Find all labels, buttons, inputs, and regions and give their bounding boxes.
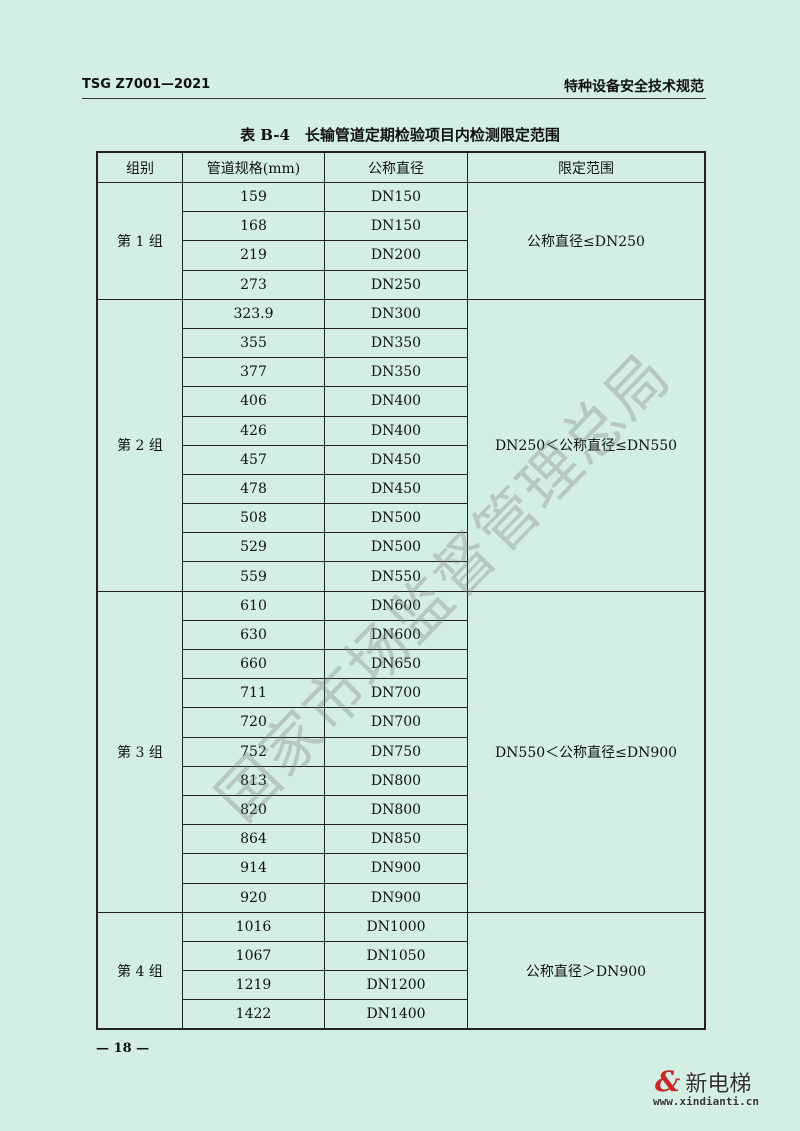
nominal-diameter: DN250 <box>324 269 468 300</box>
logo-url: www.xindianti.cn <box>653 1095 759 1108</box>
nominal-diameter: DN400 <box>324 386 468 417</box>
pipe-spec: 273 <box>182 269 325 300</box>
nominal-diameter: DN450 <box>324 473 468 505</box>
table-row: 478 DN450 <box>97 473 705 505</box>
limit-range: 公称直径＞DN900 <box>467 911 706 1030</box>
nominal-diameter: DN200 <box>324 240 468 271</box>
limit-range: 公称直径≤DN250 <box>467 182 706 300</box>
group-name: 第 2 组 <box>96 298 183 592</box>
table-row: 第 1 组 159 DN150 公称直径≤DN250 <box>96 181 706 300</box>
pipe-spec: 168 <box>182 211 325 242</box>
pipe-spec: 508 <box>182 503 325 534</box>
table-row: 406 DN400 <box>97 386 705 417</box>
pipe-spec: 1219 <box>182 970 325 1001</box>
pipe-spec: 864 <box>182 824 325 855</box>
column-header: 公称直径 <box>324 151 468 183</box>
table-row: 第 4 组 1016 DN1000 公称直径＞DN900 <box>96 911 706 1030</box>
nominal-diameter: DN1050 <box>324 940 468 972</box>
pipe-spec: 219 <box>182 240 325 271</box>
logo-mark: & <box>655 1065 681 1098</box>
group-name: 第 3 组 <box>96 590 183 913</box>
table-row: 第 2 组 323.9 DN300 DN250＜公称直径≤DN550 <box>96 298 706 592</box>
pipe-spec: 559 <box>182 561 325 592</box>
table-row: 529 DN500 <box>97 532 705 563</box>
pipe-spec: 720 <box>182 707 325 738</box>
nominal-diameter: DN300 <box>324 298 468 329</box>
pipe-spec: 478 <box>182 473 325 505</box>
pipe-spec: 610 <box>182 590 325 621</box>
nominal-diameter: DN800 <box>324 765 468 796</box>
table-row: 720 DN700 <box>97 707 705 738</box>
table-row: 457 DN450 <box>97 444 705 475</box>
table-row: 273 DN250 <box>97 269 705 300</box>
table-row: 914 DN900 <box>97 853 705 884</box>
nominal-diameter: DN150 <box>324 181 468 213</box>
group-name: 第 1 组 <box>96 182 183 300</box>
pipe-spec: 1067 <box>182 940 325 972</box>
table-title: 表 B-4 长输管道定期检验项目内检测限定范围 <box>240 126 560 144</box>
pipe-spec: 355 <box>182 327 325 359</box>
pipe-spec: 159 <box>182 181 325 213</box>
nominal-diameter: DN500 <box>324 503 468 534</box>
nominal-diameter: DN350 <box>324 327 468 359</box>
nominal-diameter: DN1400 <box>324 999 468 1030</box>
pipe-spec: 630 <box>182 619 325 651</box>
nominal-diameter: DN900 <box>324 853 468 884</box>
column-header: 管道规格(mm) <box>182 151 325 183</box>
nominal-diameter: DN500 <box>324 532 468 563</box>
limit-range: DN250＜公称直径≤DN550 <box>467 298 706 592</box>
pipe-spec: 920 <box>182 882 325 913</box>
column-header: 组别 <box>96 151 183 183</box>
table-row: 813 DN800 <box>97 765 705 796</box>
table-row: 377 DN350 <box>97 357 705 388</box>
table-row: 1422 DN1400 <box>97 999 705 1030</box>
doc-category: 特种设备安全技术规范 <box>564 79 704 95</box>
nominal-diameter: DN600 <box>324 590 468 621</box>
pipe-spec: 426 <box>182 415 325 446</box>
pipe-spec: 529 <box>182 532 325 563</box>
table-row: 820 DN800 <box>97 794 705 826</box>
nominal-diameter: DN1200 <box>324 970 468 1001</box>
table-header-row: 组别 管道规格(mm) 公称直径 限定范围 <box>96 151 706 183</box>
table-row: 355 DN350 <box>97 327 705 359</box>
logo-name: 新电梯 <box>685 1072 752 1097</box>
table-row: 660 DN650 <box>97 648 705 680</box>
table-row: 1219 DN1200 <box>97 970 705 1001</box>
group-name: 第 4 组 <box>96 911 183 1030</box>
pipe-spec: 323.9 <box>182 298 325 329</box>
table-row: 第 3 组 610 DN600 DN550＜公称直径≤DN900 <box>96 590 706 913</box>
nominal-diameter: DN1000 <box>324 911 468 942</box>
pipe-spec: 1016 <box>182 911 325 942</box>
pipe-spec: 1422 <box>182 999 325 1030</box>
table-row: 1067 DN1050 <box>97 940 705 972</box>
inspection-range-table: 组别 管道规格(mm) 公称直径 限定范围 第 1 组 159 DN150 公称直径≤DN2… <box>96 151 706 1031</box>
pipe-spec: 711 <box>182 678 325 709</box>
nominal-diameter: DN850 <box>324 824 468 855</box>
page-number: — 18 — <box>96 1041 150 1056</box>
nominal-diameter: DN900 <box>324 882 468 913</box>
table-row: 426 DN400 <box>97 415 705 446</box>
pipe-spec: 377 <box>182 357 325 388</box>
header-divider <box>82 98 706 99</box>
nominal-diameter: DN600 <box>324 619 468 651</box>
table-row: 864 DN850 <box>97 824 705 855</box>
table-row: 920 DN900 <box>97 882 705 913</box>
table-row: 559 DN550 <box>97 561 705 592</box>
pipe-spec: 752 <box>182 736 325 767</box>
nominal-diameter: DN350 <box>324 357 468 388</box>
nominal-diameter: DN800 <box>324 794 468 826</box>
limit-range: DN550＜公称直径≤DN900 <box>467 590 706 913</box>
nominal-diameter: DN450 <box>324 444 468 475</box>
nominal-diameter: DN150 <box>324 211 468 242</box>
site-logo: & 新电梯 www.xindianti.cn <box>653 1065 759 1108</box>
pipe-spec: 813 <box>182 765 325 796</box>
nominal-diameter: DN400 <box>324 415 468 446</box>
pipe-spec: 406 <box>182 386 325 417</box>
pipe-spec: 914 <box>182 853 325 884</box>
column-header: 限定范围 <box>467 151 706 183</box>
nominal-diameter: DN550 <box>324 561 468 592</box>
doc-code: TSG Z7001—2021 <box>82 77 211 92</box>
pipe-spec: 820 <box>182 794 325 826</box>
pipe-spec: 457 <box>182 444 325 475</box>
